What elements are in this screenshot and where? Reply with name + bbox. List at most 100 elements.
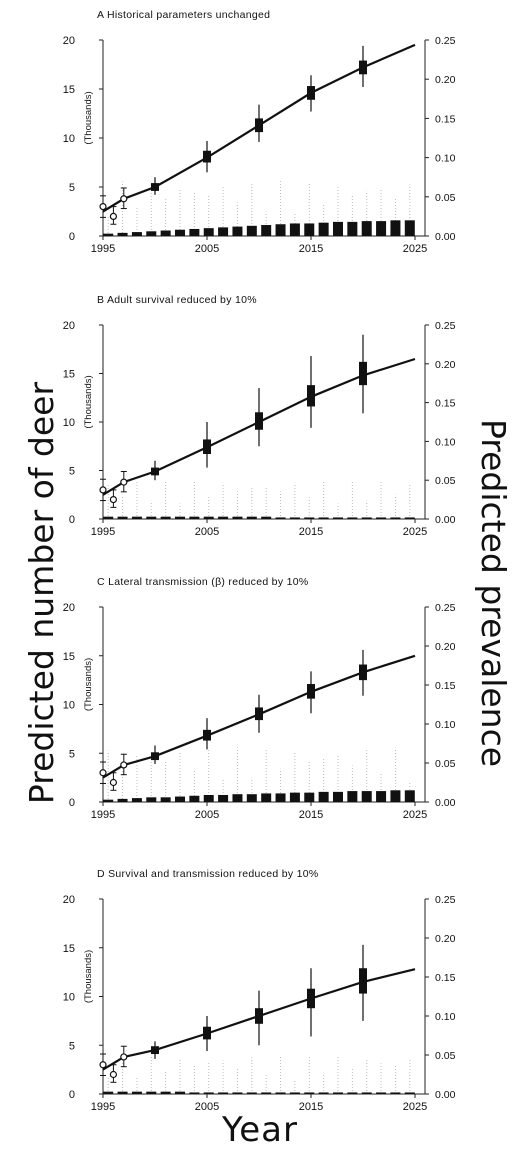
y-tick-label-left: 10 bbox=[63, 700, 75, 712]
number-box bbox=[359, 664, 367, 681]
prevalence-bar bbox=[390, 1092, 401, 1094]
number-box bbox=[307, 988, 315, 1009]
y-tick-label-left: 15 bbox=[63, 651, 75, 663]
observed-point bbox=[120, 478, 128, 486]
prevalence-bar bbox=[146, 516, 157, 519]
prevalence-bar bbox=[390, 220, 401, 236]
observed-point bbox=[99, 486, 107, 494]
y-tick-label-left: 10 bbox=[63, 992, 75, 1004]
x-tick-label: 2025 bbox=[403, 1101, 427, 1113]
number-box bbox=[255, 118, 263, 133]
prevalence-bar bbox=[289, 517, 300, 519]
prevalence-bar bbox=[175, 229, 186, 236]
panel-title: B Adult survival reduced by 10% bbox=[97, 294, 257, 306]
prevalence-bar bbox=[131, 516, 142, 519]
number-box bbox=[359, 968, 367, 994]
prevalence-bar bbox=[246, 516, 257, 519]
prevalence-bar bbox=[203, 516, 214, 519]
y-tick-label-right: 0.20 bbox=[435, 74, 456, 86]
number-box bbox=[255, 412, 263, 430]
panel-title: D Survival and transmission reduced by 1… bbox=[97, 868, 319, 880]
prevalence-bar bbox=[361, 517, 372, 519]
y-tick-label-right: 0.05 bbox=[435, 192, 456, 204]
number-box bbox=[203, 439, 211, 455]
y-tick-label-right: 0.00 bbox=[435, 797, 456, 809]
x-tick-label: 2015 bbox=[299, 1101, 323, 1113]
prevalence-bar bbox=[275, 1092, 286, 1094]
y-tick-label-right: 0.05 bbox=[435, 758, 456, 770]
prevalence-bar bbox=[332, 221, 343, 236]
prevalence-bar bbox=[189, 795, 200, 802]
panel-title: A Historical parameters unchanged bbox=[97, 9, 270, 21]
observed-point bbox=[99, 203, 107, 211]
prevalence-bar bbox=[146, 231, 157, 236]
prevalence-bar bbox=[304, 223, 315, 236]
prevalence-bar bbox=[361, 221, 372, 236]
y-tick-label-right: 0.15 bbox=[435, 113, 456, 125]
prevalence-bar bbox=[218, 516, 229, 519]
prevalence-bar bbox=[232, 226, 243, 236]
prevalence-bar bbox=[275, 793, 286, 802]
x-axis-label-year: Year bbox=[222, 1110, 298, 1150]
panel-a: A Historical parameters unchanged (Thousa… bbox=[63, 9, 456, 255]
number-box bbox=[203, 729, 211, 741]
prevalence-bar bbox=[304, 1092, 315, 1094]
observed-point bbox=[109, 496, 118, 504]
prevalence-bar bbox=[160, 230, 171, 236]
prevalence-bar bbox=[175, 796, 186, 802]
number-line bbox=[102, 654, 416, 779]
prevalence-bar bbox=[404, 517, 415, 519]
y-tick-label-right: 0.25 bbox=[435, 320, 456, 332]
y-axis-label-prevalence: Predicted prevalence bbox=[474, 418, 513, 768]
number-line bbox=[102, 43, 416, 213]
y-tick-label-right: 0.00 bbox=[435, 514, 456, 526]
y-tick-label-right: 0.00 bbox=[435, 231, 456, 243]
prevalence-bar bbox=[289, 1092, 300, 1094]
x-tick-label: 2015 bbox=[299, 809, 323, 821]
prevalence-bar bbox=[246, 1092, 257, 1094]
y-tick-label-right: 0.15 bbox=[435, 680, 456, 692]
prevalence-bar bbox=[175, 1091, 186, 1094]
prevalence-bar bbox=[404, 220, 415, 236]
observed-point bbox=[109, 1070, 118, 1079]
prevalence-bar bbox=[390, 517, 401, 519]
x-tick-label: 2005 bbox=[195, 1101, 219, 1113]
x-tick-label: 2015 bbox=[299, 243, 323, 255]
number-box bbox=[255, 1008, 263, 1024]
y-tick-label-left: 0 bbox=[69, 514, 75, 526]
y-tick-label-left: 15 bbox=[63, 84, 75, 96]
prevalence-bar bbox=[103, 516, 114, 519]
prevalence-bar bbox=[261, 1092, 272, 1094]
y-tick-label-right: 0.10 bbox=[435, 436, 456, 448]
prevalence-bar bbox=[203, 1092, 214, 1094]
y-tick-label-right: 0.10 bbox=[435, 719, 456, 731]
y-tick-label-left: 5 bbox=[69, 1040, 75, 1052]
prevalence-bar bbox=[218, 227, 229, 236]
x-tick-label: 2025 bbox=[403, 243, 427, 255]
prevalence-bar bbox=[361, 791, 372, 802]
x-tick-label: 1995 bbox=[91, 809, 115, 821]
prevalence-bar bbox=[117, 1091, 128, 1094]
prevalence-bar bbox=[232, 516, 243, 519]
number-box bbox=[359, 361, 367, 386]
number-box bbox=[307, 385, 315, 407]
observed-point bbox=[120, 195, 128, 203]
x-tick-label: 2005 bbox=[195, 243, 219, 255]
prevalence-bar bbox=[218, 1092, 229, 1094]
observed-point bbox=[99, 1061, 107, 1069]
y-unit-label: (Thousands) bbox=[83, 950, 94, 1003]
prevalence-bar bbox=[189, 1092, 200, 1094]
number-box bbox=[203, 150, 211, 163]
y-tick-label-right: 0.25 bbox=[435, 35, 456, 47]
prevalence-bar bbox=[347, 221, 358, 236]
prevalence-bar bbox=[203, 794, 214, 802]
x-tick-label: 2005 bbox=[195, 526, 219, 538]
prevalence-bar bbox=[117, 232, 128, 236]
y-tick-label-left: 10 bbox=[63, 133, 75, 145]
prevalence-bar bbox=[189, 516, 200, 519]
number-box bbox=[307, 684, 315, 699]
prevalence-bar bbox=[376, 791, 387, 802]
prevalence-bar bbox=[361, 1092, 372, 1094]
y-tick-label-right: 0.00 bbox=[435, 1089, 456, 1101]
